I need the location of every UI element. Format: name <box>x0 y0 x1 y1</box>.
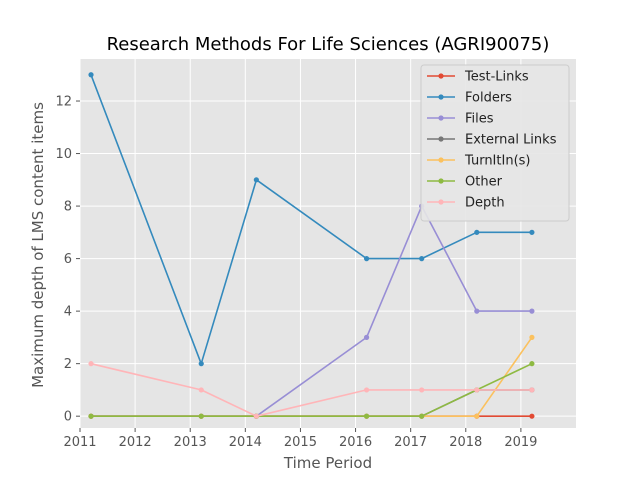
y-tick-label: 10 <box>55 147 72 162</box>
legend-swatch-marker <box>438 178 444 184</box>
y-tick-label: 2 <box>64 357 72 372</box>
data-point-turnitin-s <box>474 413 480 419</box>
data-point-folders <box>363 256 370 262</box>
data-point-other <box>419 413 425 419</box>
data-point-other <box>198 413 204 419</box>
chart-title: Research Methods For Life Sciences (AGRI… <box>107 34 550 55</box>
legend-label: Test-Links <box>464 70 529 85</box>
legend-label: External Links <box>465 133 557 148</box>
data-point-files <box>474 308 480 314</box>
data-point-depth <box>529 387 535 393</box>
axis-ticks: 2011 2012 2013 2014 2015 2016 2017 2018 2019 0 2 4 6… <box>55 95 537 450</box>
data-point-folders <box>529 229 535 235</box>
y-tick-label: 12 <box>55 95 72 110</box>
x-tick-label: 2011 <box>63 435 96 450</box>
legend-label: Other <box>465 175 503 190</box>
data-point-other <box>363 413 370 419</box>
y-tick-label: 8 <box>64 200 72 215</box>
x-tick-label: 2017 <box>394 435 427 450</box>
x-axis-label: Time Period <box>283 454 372 472</box>
legend-label: Depth <box>465 196 505 211</box>
data-point-depth <box>198 387 204 393</box>
data-point-folders <box>198 361 204 367</box>
series-lines <box>88 72 535 419</box>
legend-swatch-marker <box>438 199 444 205</box>
data-point-depth <box>419 387 425 393</box>
data-point-turnitin-s <box>529 334 535 340</box>
legend-swatch-marker <box>438 94 444 100</box>
legend-box <box>420 64 570 222</box>
legend-swatch-marker <box>438 115 444 121</box>
x-tick-label: 2018 <box>449 435 482 450</box>
legend-swatch-marker <box>438 73 444 79</box>
legend-swatch-marker <box>438 136 444 142</box>
x-tick-label: 2014 <box>229 435 262 450</box>
data-point-files <box>363 334 370 340</box>
data-point-test-links <box>529 413 535 419</box>
legend: Test-Links Folders Files External Links Turn… <box>420 64 570 222</box>
data-point-other <box>88 413 94 419</box>
data-point-depth <box>253 413 259 419</box>
x-tick-label: 2016 <box>339 435 372 450</box>
data-point-folders <box>253 177 259 183</box>
legend-label: Files <box>465 112 494 127</box>
y-tick-label: 4 <box>64 305 72 320</box>
y-tick-label: 6 <box>64 252 72 267</box>
x-tick-label: 2013 <box>174 435 207 450</box>
data-point-folders <box>88 72 94 78</box>
x-tick-label: 2012 <box>119 435 152 450</box>
legend-swatch-marker <box>438 157 444 163</box>
x-tick-label: 2015 <box>284 435 317 450</box>
data-point-folders <box>474 229 480 235</box>
x-tick-label: 2019 <box>504 435 537 450</box>
legend-label: TurnItIn(s) <box>464 154 530 169</box>
y-tick-label: 0 <box>64 410 72 425</box>
data-point-folders <box>419 256 425 262</box>
legend-label: Folders <box>465 91 512 106</box>
data-point-depth <box>88 361 94 367</box>
data-point-files <box>529 308 535 314</box>
data-point-depth <box>474 387 480 393</box>
y-axis-label: Maximum depth of LMS content items <box>29 102 47 388</box>
data-point-other <box>529 361 535 367</box>
data-point-depth <box>363 387 370 393</box>
